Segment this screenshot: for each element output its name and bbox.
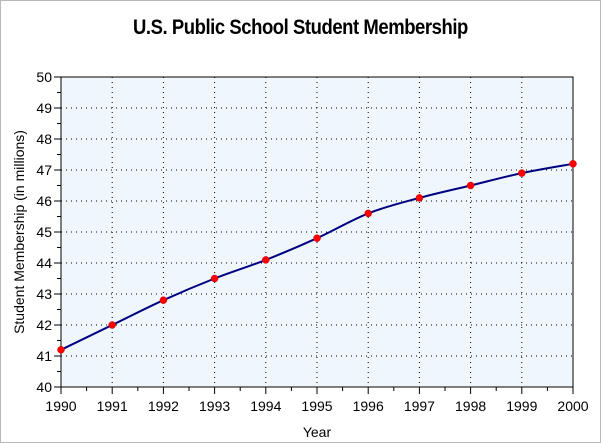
- data-point: [159, 296, 168, 304]
- y-tick-label: 46: [36, 193, 52, 209]
- x-tick-label: 1998: [455, 398, 486, 414]
- data-point: [466, 181, 475, 190]
- y-tick-label: 48: [36, 131, 52, 147]
- x-tick-label: 1997: [404, 398, 435, 414]
- data-point: [262, 256, 270, 264]
- y-tick-label: 40: [36, 379, 52, 395]
- data-point: [415, 194, 424, 202]
- data-point: [313, 234, 321, 242]
- x-tick-label: 1995: [301, 398, 332, 414]
- x-tick-label: 1991: [97, 398, 128, 414]
- data-point: [108, 321, 116, 329]
- data-point: [569, 160, 577, 168]
- x-axis-title: Year: [303, 424, 332, 440]
- y-tick-label: 42: [36, 317, 52, 333]
- x-tick-label: 1994: [250, 398, 281, 414]
- data-point: [210, 274, 219, 283]
- y-tick-label: 49: [36, 100, 52, 116]
- y-tick-label: 41: [36, 348, 52, 364]
- x-tick-label: 1992: [148, 398, 179, 414]
- chart-title: U.S. Public School Student Membership: [132, 16, 468, 39]
- x-tick-label: 1999: [506, 398, 537, 414]
- x-tick-label: 1996: [353, 398, 384, 414]
- y-tick-label: 44: [36, 255, 52, 271]
- y-tick-label: 45: [36, 224, 52, 240]
- data-point: [518, 169, 526, 177]
- x-tick-label: 1993: [199, 398, 230, 414]
- data-point: [57, 346, 65, 354]
- y-tick-label: 47: [36, 162, 52, 178]
- y-tick-label: 50: [36, 69, 52, 85]
- data-point: [364, 209, 372, 218]
- y-tick-label: 43: [36, 286, 52, 302]
- x-tick-label: 2000: [557, 398, 588, 414]
- y-axis-title: Student Membership (in millions): [11, 130, 27, 334]
- x-tick-label: 1990: [45, 398, 76, 414]
